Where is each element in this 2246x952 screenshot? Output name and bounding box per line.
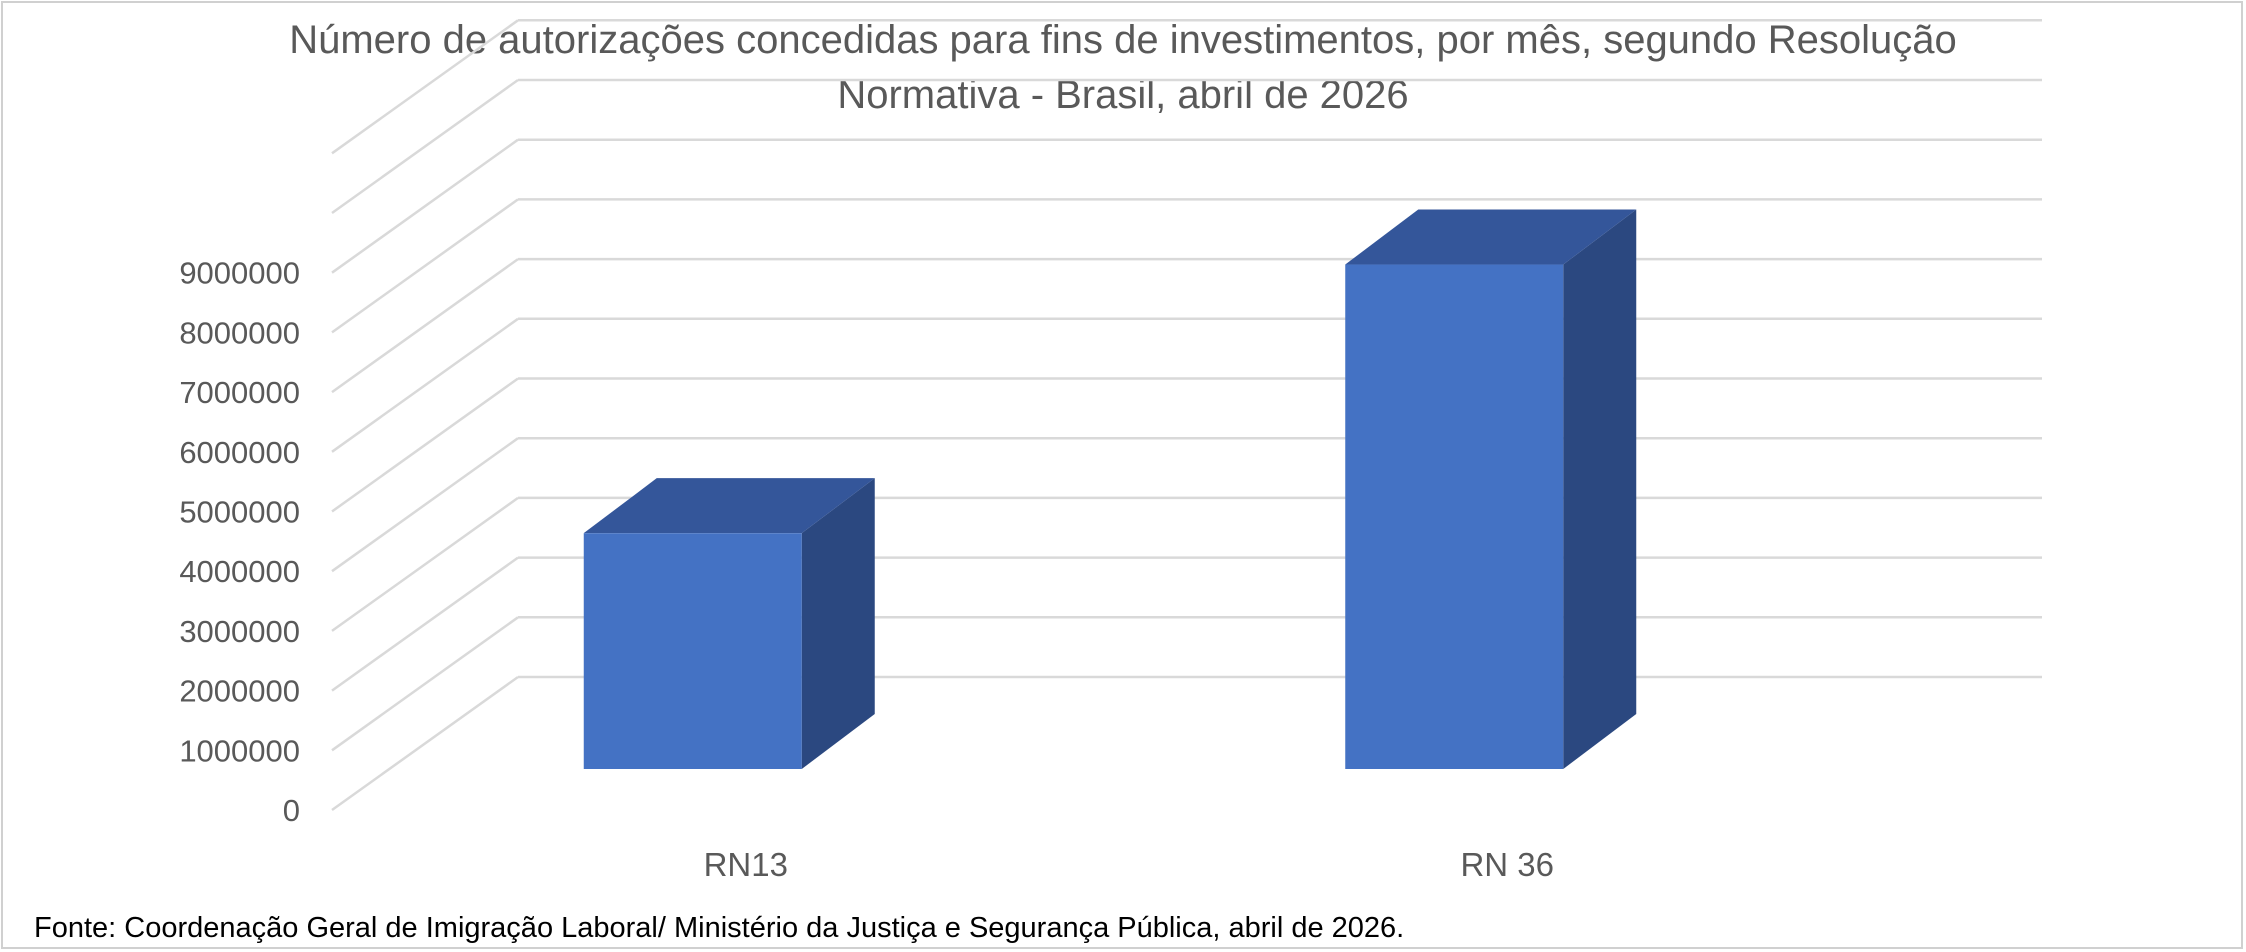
gridline-side [331, 138, 519, 274]
chart-title-line-1: Número de autorizações concedidas para f… [289, 18, 1957, 62]
bar-top-1 [1345, 209, 1637, 265]
bar-1 [1345, 264, 1564, 769]
x-category-label: RN 36 [1460, 846, 1554, 883]
y-tick-label: 4000000 [179, 554, 300, 589]
gridline-side [331, 258, 519, 394]
bar-side-1 [1563, 209, 1637, 769]
y-tick-label: 3000000 [179, 614, 300, 649]
y-tick-label: 9000000 [179, 256, 300, 291]
gridline-side [331, 616, 519, 752]
gridline-side [331, 78, 519, 215]
gridline-side [331, 437, 519, 573]
x-category-label: RN13 [704, 846, 788, 883]
y-tick-label: 5000000 [179, 495, 300, 530]
gridline-side [331, 317, 519, 453]
y-tick-label: 2000000 [179, 674, 300, 709]
gridline-side [331, 19, 519, 155]
y-tick-label: 0 [283, 793, 300, 828]
gridline-side [331, 377, 519, 513]
gridline-side [331, 556, 519, 692]
gridline-side [331, 675, 519, 812]
y-tick-label: 1000000 [179, 733, 300, 768]
y-tick-label: 6000000 [179, 435, 300, 470]
bar-top-0 [583, 478, 875, 534]
gridline-side [331, 496, 519, 632]
y-tick-label: 7000000 [179, 375, 300, 410]
bar-0 [583, 533, 802, 769]
gridline-side [331, 198, 519, 334]
source-note: Fonte: Coordenação Geral de Imigração La… [34, 912, 1405, 944]
y-tick-label: 8000000 [179, 315, 300, 350]
bar-side-0 [801, 478, 875, 769]
